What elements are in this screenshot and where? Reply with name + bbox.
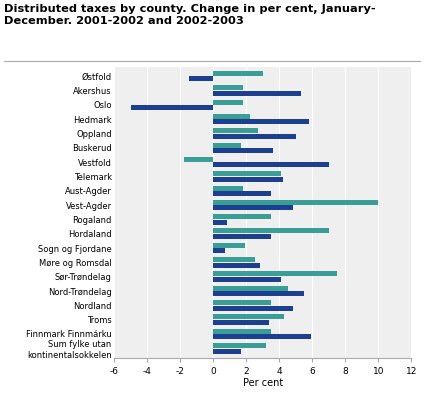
Bar — [213, 85, 243, 90]
Bar — [213, 71, 263, 76]
Bar — [213, 343, 266, 348]
Bar — [213, 272, 337, 276]
Bar — [213, 162, 329, 167]
Bar — [213, 349, 241, 354]
Bar — [213, 134, 296, 139]
Bar — [213, 148, 273, 153]
Bar — [213, 191, 271, 196]
Bar — [189, 76, 213, 81]
Bar — [213, 119, 309, 124]
X-axis label: Per cent: Per cent — [243, 378, 283, 388]
Bar — [213, 291, 304, 296]
Bar — [213, 128, 258, 133]
Bar — [213, 300, 271, 305]
Bar — [213, 243, 245, 248]
Bar — [213, 143, 241, 147]
Bar — [213, 220, 226, 225]
Bar — [213, 314, 285, 320]
Bar — [213, 200, 378, 205]
Bar — [184, 157, 213, 162]
Bar — [213, 263, 259, 268]
Bar — [213, 176, 283, 182]
Bar — [213, 277, 281, 282]
Bar — [213, 205, 293, 210]
Text: Distributed taxes by county. Change in per cent, January-
December. 2001-2002 an: Distributed taxes by county. Change in p… — [4, 4, 376, 26]
Bar — [213, 185, 243, 191]
Bar — [213, 171, 281, 176]
Bar — [213, 286, 287, 291]
Bar — [213, 91, 301, 95]
Bar — [213, 334, 311, 339]
Bar — [213, 305, 293, 310]
Bar — [213, 329, 271, 334]
Bar — [213, 257, 255, 262]
Bar — [213, 99, 243, 105]
Bar — [213, 228, 329, 233]
Bar — [213, 214, 271, 219]
Bar — [213, 320, 270, 325]
Bar — [213, 248, 225, 253]
Bar — [213, 114, 250, 119]
Bar — [213, 234, 271, 239]
Bar — [131, 105, 213, 110]
